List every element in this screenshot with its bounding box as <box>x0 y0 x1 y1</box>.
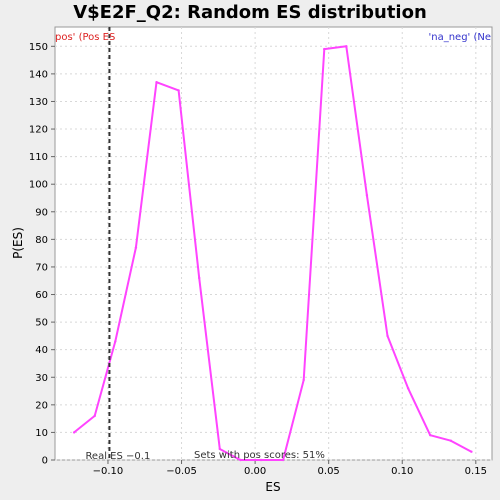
y-tick-label: 0 <box>42 456 48 467</box>
data-point <box>197 276 201 280</box>
y-axis-label: P(ES) <box>11 227 25 259</box>
data-point <box>218 447 221 451</box>
axes: 0 10 20 30 40 50 60 70 80 90 100 110 120 130 140 150 −0.… <box>29 42 487 477</box>
data-point <box>365 194 369 197</box>
y-tick-label: 20 <box>35 400 48 411</box>
data-point <box>114 340 117 343</box>
y-tick-label: 40 <box>35 345 48 356</box>
data-point <box>386 334 389 338</box>
y-tick-label: 140 <box>29 69 48 80</box>
y-tick-label: 100 <box>29 180 48 191</box>
y-tick-label: 60 <box>35 290 48 301</box>
y-tick-label: 130 <box>29 97 48 108</box>
data-point <box>281 458 285 462</box>
data-point <box>155 80 158 84</box>
x-axis-label: ES <box>265 480 280 494</box>
data-point <box>93 414 96 418</box>
x-tick-label: −0.10 <box>93 466 124 477</box>
data-point <box>345 45 348 48</box>
series-layer <box>72 45 473 462</box>
y-tick-label: 90 <box>35 207 48 218</box>
data-point <box>429 433 432 437</box>
y-tick-label: 50 <box>35 318 48 329</box>
x-tick-label: 0.05 <box>318 466 340 477</box>
data-point <box>406 387 410 390</box>
legend-right: 'na_neg' (Ne <box>428 32 491 43</box>
random-es-series-line <box>73 45 472 461</box>
real-es-label: Real ES −0.1 <box>85 451 150 462</box>
y-tick-label: 10 <box>35 428 48 439</box>
real-es-layer: Real ES −0.1 <box>85 27 150 462</box>
data-point <box>177 89 180 92</box>
data-point <box>259 458 263 462</box>
y-tick-label: 150 <box>29 42 48 53</box>
x-tick-label: −0.05 <box>166 466 197 477</box>
data-point <box>239 458 242 462</box>
legend-left: pos' (Pos ES <box>55 32 115 43</box>
y-tick-label: 30 <box>35 373 48 384</box>
plot-area <box>54 26 493 461</box>
y-tick-label: 110 <box>29 152 48 163</box>
data-point <box>323 47 326 51</box>
data-point <box>449 439 453 442</box>
x-tick-label: 0.15 <box>465 466 487 477</box>
data-point <box>302 378 305 382</box>
annotation-pos-scores: Sets with pos scores: 51% <box>194 450 325 461</box>
data-point <box>470 450 473 453</box>
data-point <box>134 246 138 249</box>
y-tick-label: 80 <box>35 235 48 246</box>
y-tick-label: 70 <box>35 262 48 273</box>
x-tick-label: 0.10 <box>391 466 413 477</box>
grid <box>55 27 492 461</box>
data-point <box>72 431 76 434</box>
chart-title: V$E2F_Q2: Random ES distribution <box>73 2 427 23</box>
y-tick-label: 120 <box>29 125 48 136</box>
x-tick-label: 0.00 <box>244 466 266 477</box>
